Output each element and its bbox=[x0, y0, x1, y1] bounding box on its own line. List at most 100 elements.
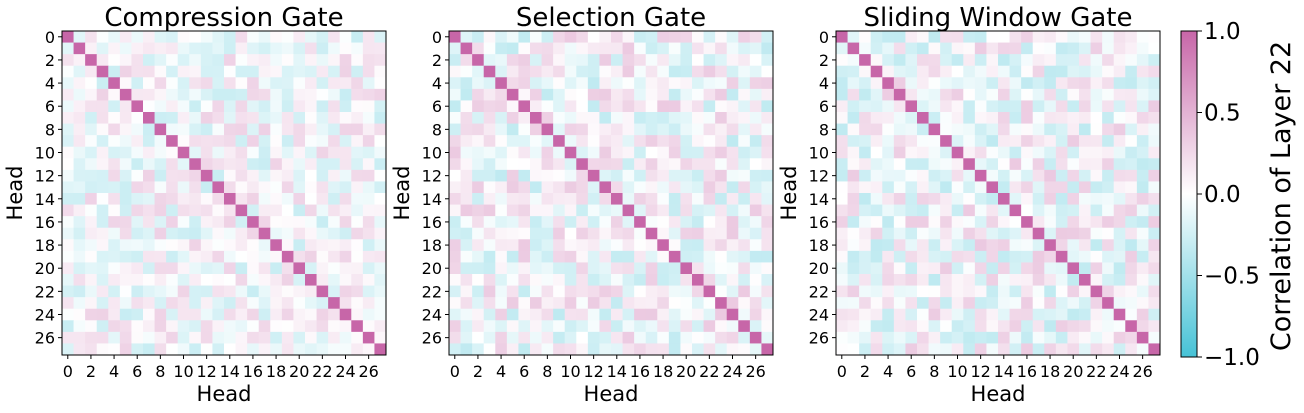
heatmap-cell bbox=[108, 181, 121, 194]
heatmap-cell bbox=[119, 100, 132, 113]
heatmap-cell bbox=[154, 216, 167, 229]
heatmap-cell bbox=[177, 285, 190, 298]
heatmap-cell bbox=[483, 112, 496, 124]
heatmap-cell bbox=[963, 100, 976, 113]
heatmap-cell bbox=[715, 88, 728, 101]
heatmap-cell bbox=[668, 146, 681, 159]
heatmap-cell bbox=[870, 239, 883, 252]
heatmap-cell bbox=[460, 31, 473, 43]
heatmap-cell bbox=[177, 181, 190, 194]
heatmap-cell bbox=[576, 204, 589, 217]
heatmap-cell bbox=[870, 88, 883, 101]
heatmap-cell bbox=[859, 274, 872, 286]
heatmap-cell bbox=[645, 262, 658, 275]
heatmap-cell bbox=[131, 204, 144, 217]
heatmap-cell bbox=[258, 77, 271, 90]
heatmap-cell bbox=[530, 135, 542, 148]
heatmap-cell bbox=[974, 320, 987, 333]
heatmap-cell bbox=[680, 274, 693, 286]
heatmap-cell bbox=[657, 250, 670, 263]
heatmap-cell bbox=[668, 297, 681, 310]
x-tick-label: 0 bbox=[837, 362, 847, 381]
heatmap-cell bbox=[506, 204, 519, 217]
heatmap-cell bbox=[541, 112, 554, 124]
heatmap-cell bbox=[622, 216, 635, 229]
heatmap-cell bbox=[847, 204, 860, 217]
heatmap-cell bbox=[1067, 100, 1080, 113]
heatmap-cell bbox=[73, 297, 86, 310]
heatmap-cell bbox=[882, 146, 895, 159]
heatmap-cell bbox=[212, 88, 225, 101]
heatmap-cell bbox=[305, 31, 317, 43]
heatmap-cell bbox=[472, 42, 485, 55]
heatmap-cell bbox=[177, 100, 190, 113]
heatmap-cell bbox=[587, 123, 600, 136]
heatmap-cell bbox=[293, 274, 306, 286]
heatmap-cell bbox=[564, 158, 577, 171]
heatmap-cell bbox=[553, 297, 566, 310]
heatmap-cell bbox=[986, 216, 999, 229]
heatmap-cell bbox=[62, 262, 74, 275]
heatmap-cell bbox=[1055, 216, 1068, 229]
heatmap-cell bbox=[1148, 77, 1161, 90]
colorbar-tick-label: −0.5 bbox=[1204, 264, 1260, 290]
heatmap-cell bbox=[940, 262, 953, 275]
heatmap-cell bbox=[893, 31, 906, 43]
heatmap-cell bbox=[374, 169, 387, 182]
heatmap-cell bbox=[189, 274, 202, 286]
heatmap-cell bbox=[235, 77, 248, 90]
heatmap-cell bbox=[270, 308, 283, 321]
heatmap-cell bbox=[1148, 112, 1161, 124]
y-tick-label: 22 bbox=[809, 282, 829, 301]
heatmap-cell bbox=[305, 297, 317, 310]
heatmap-cell bbox=[611, 88, 623, 101]
heatmap-cell bbox=[564, 331, 577, 344]
heatmap-cell bbox=[1136, 146, 1149, 159]
y-tick-label: 14 bbox=[809, 190, 829, 209]
heatmap-cell bbox=[177, 227, 190, 240]
heatmap-cell bbox=[189, 297, 202, 310]
heatmap-cell bbox=[882, 112, 895, 124]
heatmap-cell bbox=[1055, 42, 1068, 55]
heatmap-cell bbox=[85, 42, 98, 55]
heatmap-cell bbox=[692, 146, 704, 159]
heatmap-cell bbox=[998, 88, 1010, 101]
heatmap-cell bbox=[1021, 112, 1034, 124]
heatmap-cell bbox=[1148, 123, 1161, 136]
heatmap-cell bbox=[986, 343, 999, 356]
heatmap-cell bbox=[905, 193, 918, 205]
heatmap-cell bbox=[715, 65, 728, 78]
heatmap-cell bbox=[1102, 146, 1115, 159]
heatmap-cell bbox=[576, 193, 589, 205]
heatmap-cell bbox=[460, 343, 473, 356]
heatmap-cell bbox=[963, 320, 976, 333]
heatmap-cell bbox=[281, 262, 294, 275]
heatmap-cell bbox=[108, 274, 121, 286]
heatmap-cell bbox=[1079, 227, 1091, 240]
heatmap-cell bbox=[940, 135, 953, 148]
heatmap-cell bbox=[859, 331, 872, 344]
x-tick-label: 16 bbox=[243, 362, 263, 381]
x-tick-label: 24 bbox=[722, 362, 742, 381]
heatmap-cell bbox=[541, 146, 554, 159]
y-tick-label: 10 bbox=[35, 144, 55, 163]
heatmap-cell bbox=[703, 308, 716, 321]
heatmap-cell bbox=[374, 250, 387, 263]
heatmap-cell bbox=[715, 216, 728, 229]
x-axis-label: Head bbox=[971, 382, 1026, 406]
heatmap-cell bbox=[974, 285, 987, 298]
heatmap-cell bbox=[212, 216, 225, 229]
heatmap-cell bbox=[362, 169, 375, 182]
heatmap-cell bbox=[668, 65, 681, 78]
heatmap-cell bbox=[316, 239, 329, 252]
x-tick-label: 14 bbox=[607, 362, 627, 381]
heatmap-cell bbox=[1044, 146, 1057, 159]
y-tick-label: 8 bbox=[432, 120, 442, 139]
heatmap-cell bbox=[553, 193, 566, 205]
heatmap-cell bbox=[951, 65, 964, 78]
heatmap-cell bbox=[328, 274, 341, 286]
heatmap-cell bbox=[258, 285, 271, 298]
heatmap-cell bbox=[1125, 42, 1138, 55]
heatmap-cell bbox=[460, 193, 473, 205]
heatmap-cell bbox=[541, 285, 554, 298]
